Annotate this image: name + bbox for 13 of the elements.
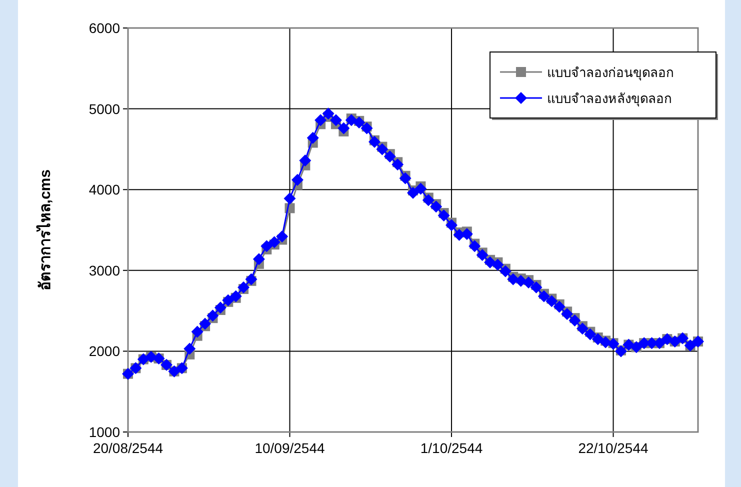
legend-label: แบบจำลองหลังขุดลอก — [547, 91, 672, 107]
y-axis-title: อัตราการไหล,cms — [35, 169, 54, 291]
y-tick-label: 2000 — [88, 343, 120, 360]
y-tick-label: 6000 — [88, 20, 120, 36]
x-tick-label: 20/08/2544 — [92, 440, 164, 456]
y-tick-label: 5000 — [88, 100, 120, 117]
y-tick-label: 1000 — [88, 424, 120, 440]
x-tick-label: 1/10/2544 — [420, 440, 483, 456]
x-tick-label: 22/10/2544 — [578, 440, 649, 456]
x-tick-label: 10/09/2544 — [254, 440, 325, 456]
y-tick-label: 3000 — [88, 262, 120, 278]
legend-label: แบบจำลองก่อนขุดลอก — [547, 65, 674, 81]
y-tick-label: 4000 — [88, 182, 120, 198]
